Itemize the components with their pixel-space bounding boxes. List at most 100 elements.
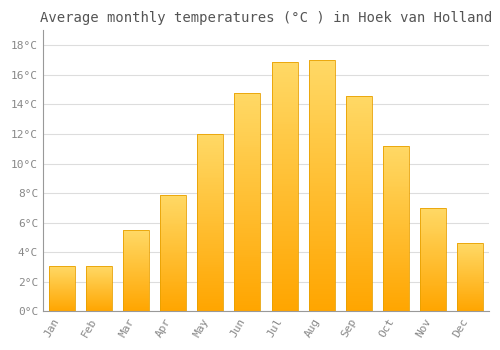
- Bar: [272, 252, 297, 254]
- Bar: [197, 253, 223, 255]
- Bar: [272, 104, 297, 106]
- Bar: [383, 248, 409, 250]
- Bar: [272, 191, 297, 194]
- Bar: [308, 70, 334, 72]
- Bar: [272, 132, 297, 134]
- Bar: [234, 141, 260, 143]
- Bar: [234, 134, 260, 136]
- Bar: [346, 299, 372, 301]
- Bar: [160, 286, 186, 287]
- Bar: [197, 173, 223, 175]
- Bar: [458, 284, 483, 285]
- Bar: [160, 248, 186, 250]
- Bar: [234, 224, 260, 226]
- Bar: [458, 253, 483, 254]
- Bar: [160, 310, 186, 312]
- Bar: [160, 261, 186, 262]
- Bar: [420, 289, 446, 290]
- Bar: [420, 229, 446, 230]
- Bar: [123, 251, 149, 252]
- Bar: [160, 296, 186, 298]
- Bar: [420, 237, 446, 238]
- Bar: [48, 298, 74, 299]
- Bar: [160, 237, 186, 238]
- Bar: [123, 266, 149, 267]
- Bar: [197, 216, 223, 217]
- Bar: [420, 303, 446, 304]
- Bar: [346, 307, 372, 309]
- Bar: [160, 195, 186, 196]
- Bar: [197, 166, 223, 168]
- Bar: [234, 204, 260, 206]
- Bar: [458, 249, 483, 250]
- Bar: [346, 266, 372, 268]
- Bar: [123, 257, 149, 258]
- Bar: [197, 224, 223, 226]
- Bar: [420, 264, 446, 265]
- Bar: [308, 307, 334, 309]
- Bar: [458, 266, 483, 267]
- Bar: [458, 282, 483, 283]
- Bar: [272, 284, 297, 287]
- Bar: [346, 154, 372, 156]
- Bar: [272, 62, 297, 312]
- Bar: [272, 241, 297, 244]
- Bar: [308, 191, 334, 193]
- Bar: [420, 295, 446, 296]
- Bar: [234, 305, 260, 307]
- Bar: [308, 289, 334, 291]
- Bar: [308, 301, 334, 304]
- Bar: [86, 277, 112, 278]
- Bar: [197, 221, 223, 223]
- Bar: [346, 100, 372, 102]
- Bar: [197, 212, 223, 214]
- Bar: [48, 303, 74, 304]
- Bar: [272, 99, 297, 102]
- Bar: [383, 202, 409, 204]
- Bar: [383, 310, 409, 312]
- Bar: [234, 202, 260, 204]
- Bar: [420, 273, 446, 274]
- Bar: [160, 212, 186, 214]
- Bar: [383, 214, 409, 215]
- Bar: [383, 295, 409, 296]
- Bar: [346, 249, 372, 251]
- Bar: [383, 235, 409, 237]
- Bar: [308, 261, 334, 264]
- Bar: [458, 290, 483, 291]
- Bar: [197, 202, 223, 203]
- Bar: [197, 178, 223, 180]
- Bar: [420, 274, 446, 275]
- Bar: [272, 249, 297, 252]
- Bar: [197, 162, 223, 164]
- Bar: [86, 283, 112, 284]
- Bar: [234, 112, 260, 114]
- Bar: [383, 267, 409, 268]
- Bar: [197, 272, 223, 274]
- Bar: [160, 279, 186, 280]
- Bar: [272, 144, 297, 147]
- Bar: [160, 223, 186, 224]
- Bar: [308, 274, 334, 276]
- Bar: [420, 249, 446, 250]
- Bar: [160, 236, 186, 237]
- Bar: [197, 240, 223, 242]
- Bar: [234, 92, 260, 95]
- Bar: [86, 267, 112, 268]
- Bar: [420, 285, 446, 286]
- Bar: [383, 293, 409, 295]
- Bar: [160, 271, 186, 272]
- Bar: [48, 307, 74, 308]
- Bar: [458, 308, 483, 309]
- Bar: [420, 212, 446, 213]
- Bar: [272, 264, 297, 266]
- Bar: [346, 219, 372, 221]
- Bar: [272, 79, 297, 82]
- Bar: [346, 173, 372, 175]
- Bar: [308, 98, 334, 100]
- Bar: [234, 189, 260, 191]
- Bar: [48, 276, 74, 277]
- Bar: [458, 301, 483, 302]
- Bar: [86, 303, 112, 304]
- Bar: [346, 152, 372, 154]
